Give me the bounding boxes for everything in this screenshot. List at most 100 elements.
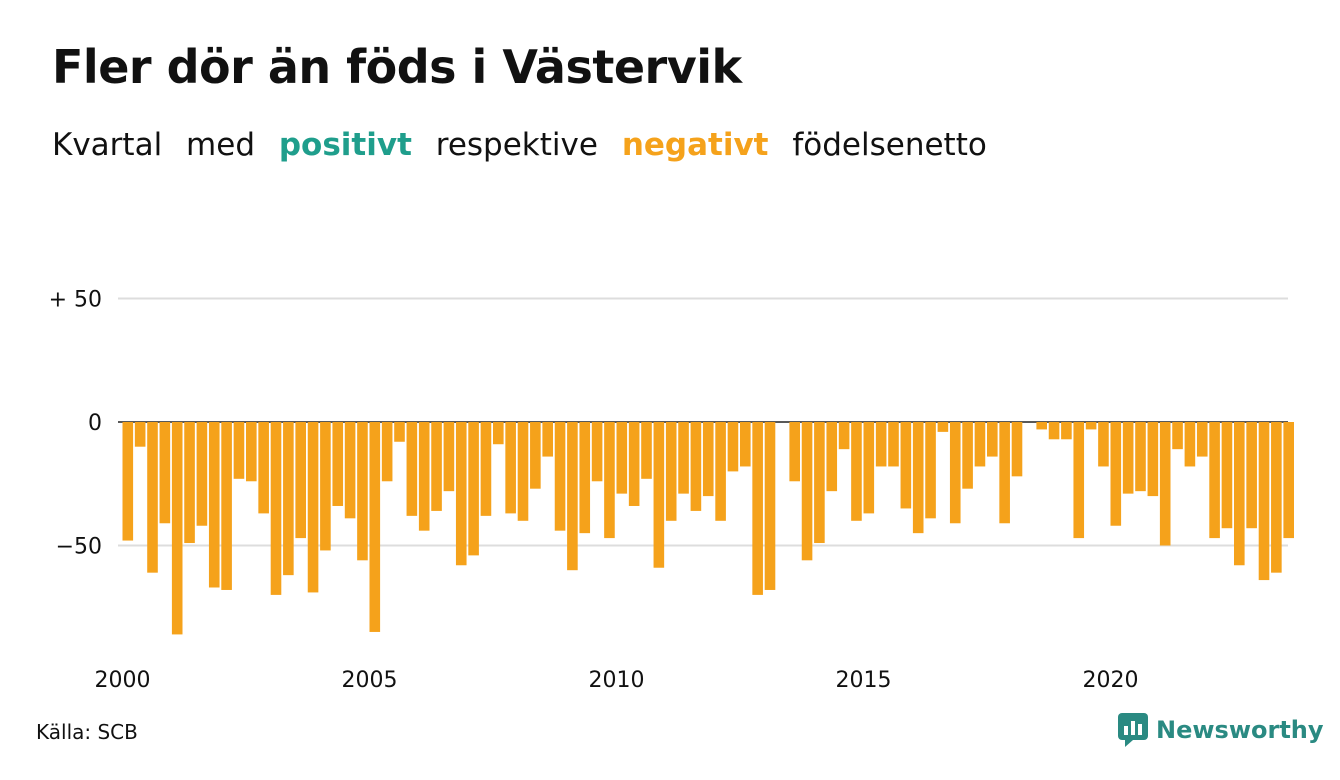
chart-bar [493, 422, 504, 445]
x-tick-label: 2000 [95, 668, 151, 693]
chart-bar [246, 422, 257, 482]
subtitle-word-med: med [186, 127, 255, 163]
chart-bar [1061, 422, 1072, 440]
chart-bar [1221, 422, 1233, 529]
chart-bar [159, 422, 171, 524]
chart-bar [851, 422, 862, 521]
chart-bar [826, 422, 838, 492]
chart-bar [1085, 422, 1097, 430]
chart-bar [505, 422, 516, 514]
chart-bar [1135, 422, 1146, 492]
chart-bar [838, 422, 850, 450]
y-tick-label: 0 [88, 411, 102, 436]
chart-bar [517, 422, 529, 521]
chart-bar [542, 422, 553, 457]
chart-bar [233, 422, 245, 479]
chart-bar [900, 422, 912, 509]
chart-bar [270, 422, 282, 595]
chart-bar [1147, 422, 1159, 497]
chart-bar [171, 422, 183, 635]
chart-bar [134, 422, 146, 447]
chart-bar [468, 422, 479, 556]
subtitle-word-fodelsenetto: födelsenetto [792, 127, 987, 163]
chart-bar [307, 422, 319, 593]
chart-bar [1196, 422, 1208, 457]
chart-bar [888, 422, 899, 467]
chart-bar [406, 422, 418, 516]
chart-bar [381, 422, 393, 482]
chart-bar [987, 422, 998, 457]
chart-bar [283, 422, 294, 576]
chart-bar [628, 422, 640, 506]
chart-bar [320, 422, 331, 551]
chart-title: Fler dör än föds i Västervik [52, 40, 742, 94]
y-axis-labels: + 50 0 −50 [49, 288, 102, 560]
brand-logo[interactable]: Newsworthy [1118, 712, 1324, 748]
chart-bar [937, 422, 949, 432]
subtitle-word-respektive: respektive [435, 127, 598, 163]
chart-bar [678, 422, 689, 494]
chart-bar [591, 422, 603, 482]
chart-bar [579, 422, 591, 534]
subtitle-negative-label: negativt [621, 127, 769, 163]
chart-bar [480, 422, 492, 516]
chart-bar [789, 422, 800, 482]
chart-bar [530, 422, 541, 489]
x-tick-label: 2020 [1083, 668, 1139, 693]
chart-bar [1122, 422, 1134, 494]
chart-bar [1098, 422, 1109, 467]
chart-bar [1048, 422, 1060, 440]
x-tick-label: 2005 [342, 668, 398, 693]
chart-bar [455, 422, 467, 566]
chart-bar [418, 422, 430, 531]
chart-bar [221, 422, 232, 590]
source-note: Källa: SCB [36, 720, 138, 744]
chart-bar [147, 422, 158, 573]
x-tick-label: 2010 [589, 668, 645, 693]
chart-bar [196, 422, 208, 526]
chart-bar [702, 422, 714, 497]
chart-bar [1209, 422, 1220, 539]
chart-bar [184, 422, 195, 544]
chart-bar [764, 422, 776, 590]
y-tick-label: −50 [56, 535, 102, 560]
chart-bar [949, 422, 961, 524]
chart-bar [1271, 422, 1282, 573]
chart-bar [1258, 422, 1270, 581]
chart-bar [1110, 422, 1122, 526]
chart-bar [814, 422, 825, 544]
chart-bar [616, 422, 628, 494]
chart-bar [1184, 422, 1196, 467]
chart-bar [1246, 422, 1257, 529]
chart-subtitle: Kvartal med positivt respektive negativt… [52, 127, 1001, 163]
subtitle-positive-label: positivt [278, 127, 412, 163]
x-axis-labels: 2000 2005 2010 2015 2020 [95, 668, 1139, 693]
chart-bar [740, 422, 751, 467]
chart-bar [690, 422, 702, 511]
chart-bar [431, 422, 442, 511]
brand-name: Newsworthy [1156, 716, 1324, 744]
chart-bar [1283, 422, 1294, 539]
chart-bar [641, 422, 652, 479]
chart-bar [604, 422, 615, 539]
chart-bar [258, 422, 269, 514]
chart-bar [1234, 422, 1245, 566]
chart-bar [332, 422, 344, 506]
chart-bar [863, 422, 875, 514]
chart-bar [999, 422, 1010, 524]
chart-bar [912, 422, 924, 534]
chart-bar [752, 422, 763, 595]
chart-bar [727, 422, 739, 472]
chart-bar [875, 422, 887, 467]
chart-bar [1159, 422, 1171, 546]
bars [122, 422, 1294, 635]
subtitle-word-kvartal: Kvartal [52, 127, 163, 163]
chart-bar [974, 422, 986, 467]
chart-bar [208, 422, 220, 588]
chart-bar [665, 422, 677, 521]
chart-bar [1073, 422, 1085, 539]
chart-bar [443, 422, 455, 492]
chart-bar [1011, 422, 1023, 477]
chart-bar [1036, 422, 1047, 430]
chart-bar [295, 422, 306, 539]
